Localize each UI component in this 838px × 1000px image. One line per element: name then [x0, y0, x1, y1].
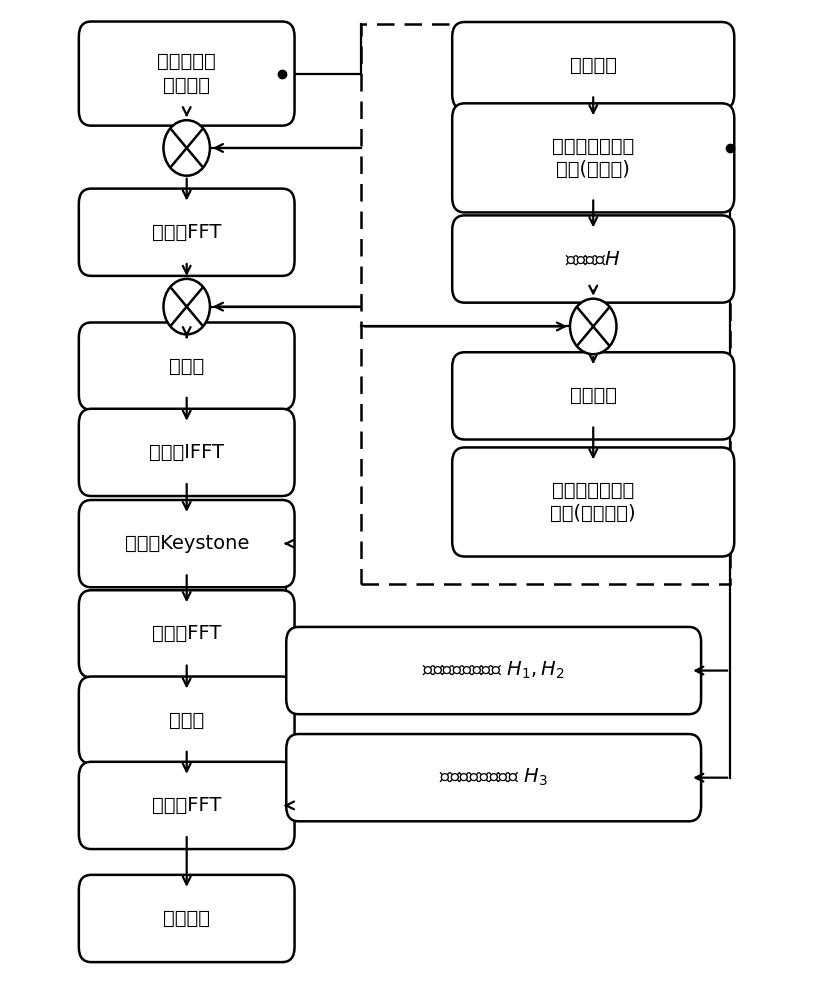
FancyBboxPatch shape	[287, 627, 701, 714]
FancyBboxPatch shape	[79, 590, 294, 678]
Text: 轨迹拟合和速度
估计(精确估计): 轨迹拟合和速度 估计(精确估计)	[551, 481, 636, 523]
FancyBboxPatch shape	[453, 447, 734, 557]
FancyBboxPatch shape	[453, 215, 734, 303]
Text: 补偿函数$H$: 补偿函数$H$	[566, 250, 621, 269]
Text: 自聚焦: 自聚焦	[169, 711, 204, 730]
Text: 包络对齐: 包络对齐	[570, 386, 617, 405]
FancyBboxPatch shape	[79, 762, 294, 849]
Circle shape	[570, 299, 617, 354]
Bar	[361, 24, 730, 584]
Circle shape	[163, 279, 210, 334]
Text: 成像结果: 成像结果	[163, 909, 210, 928]
Text: 轨迹拟合和速度
估计(粗估计): 轨迹拟合和速度 估计(粗估计)	[552, 137, 634, 179]
FancyBboxPatch shape	[453, 22, 734, 109]
Text: 解线频调后
回波数据: 解线频调后 回波数据	[158, 52, 216, 95]
FancyBboxPatch shape	[79, 322, 294, 410]
Text: 窄带测距: 窄带测距	[570, 56, 617, 75]
Text: 构造频域补偿函数 $H_3$: 构造频域补偿函数 $H_3$	[439, 767, 548, 788]
FancyBboxPatch shape	[79, 677, 294, 764]
FancyBboxPatch shape	[79, 22, 294, 126]
FancyBboxPatch shape	[453, 352, 734, 440]
FancyBboxPatch shape	[79, 189, 294, 276]
FancyBboxPatch shape	[79, 500, 294, 587]
Text: 距离向FFT: 距离向FFT	[152, 624, 221, 643]
Text: 距离向IFFT: 距离向IFFT	[149, 443, 225, 462]
FancyBboxPatch shape	[287, 734, 701, 821]
Circle shape	[163, 120, 210, 176]
FancyBboxPatch shape	[453, 103, 734, 212]
Text: 构造时域补偿函数 $H_1, H_2$: 构造时域补偿函数 $H_1, H_2$	[422, 660, 565, 681]
FancyBboxPatch shape	[79, 875, 294, 962]
Text: 方位向Keystone: 方位向Keystone	[125, 534, 249, 553]
Text: 方位向FFT: 方位向FFT	[152, 796, 221, 815]
FancyBboxPatch shape	[79, 409, 294, 496]
Text: 自聚焦: 自聚焦	[169, 357, 204, 376]
Text: 距离向FFT: 距离向FFT	[152, 223, 221, 242]
